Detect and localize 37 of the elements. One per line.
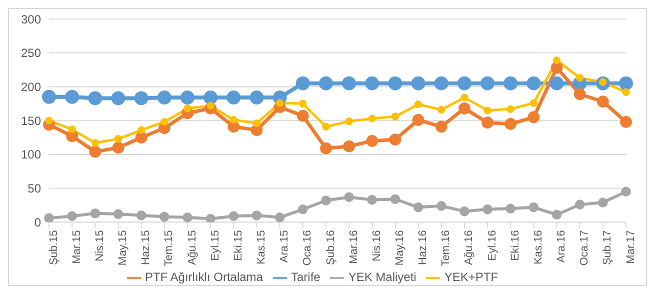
- y-tick-label: 150: [20, 114, 42, 128]
- x-tick-label: Haz.16: [417, 230, 430, 266]
- x-tick-label: Nis.15: [94, 230, 106, 262]
- y-tick-label: 0: [34, 215, 42, 230]
- x-tick-label: May.16: [394, 230, 406, 266]
- x-tick-label: Şub.15: [48, 230, 60, 266]
- y-tick-label: 200: [20, 80, 42, 94]
- x-tick-label: Ağu.15: [186, 230, 198, 266]
- x-tick-label: Ara.16: [556, 230, 568, 263]
- x-tick-label: May.15: [117, 230, 130, 266]
- legend-label: PTF Ağırlıklı Ortalama: [144, 270, 263, 284]
- x-tick-label: Haz.15: [140, 230, 152, 266]
- x-tick-label: Oca.17: [578, 230, 591, 266]
- x-tick-label: Kas.16: [532, 230, 544, 264]
- legend-label: YEK+PTF: [444, 270, 498, 284]
- x-tick-label: Şub.17: [602, 230, 614, 266]
- y-tick-label: 250: [20, 46, 42, 60]
- x-tick-label: Kas.15: [256, 230, 268, 264]
- x-tick-label: Oca.16: [302, 230, 314, 266]
- x-tick-label: Mar.15: [70, 230, 83, 264]
- x-tick-label: Ara.15: [278, 230, 291, 263]
- x-tick-label: Eki.16: [509, 230, 522, 261]
- x-tick-label: Eyl.15: [209, 230, 222, 261]
- x-tick-label: Nis.16: [370, 230, 383, 262]
- x-tick-label: Şub.16: [324, 230, 337, 266]
- y-tick-label: 100: [20, 148, 42, 162]
- x-tick-label: Tem.15: [163, 230, 176, 266]
- y-tick-label: 50: [28, 182, 42, 196]
- legend-label: Tarife: [290, 270, 320, 284]
- x-tick-label: Mar.16: [348, 230, 360, 264]
- x-tick-label: Eyl.16: [486, 230, 498, 261]
- legend-label: YEK Maliyeti: [348, 270, 416, 284]
- x-tick-label: Eki.15: [232, 230, 244, 261]
- y-tick-label: 300: [20, 12, 42, 26]
- x-tick-label: Tem.16: [440, 230, 452, 266]
- x-tick-label: Mar.17: [624, 230, 637, 264]
- x-tick-label: Ağu.16: [463, 230, 476, 266]
